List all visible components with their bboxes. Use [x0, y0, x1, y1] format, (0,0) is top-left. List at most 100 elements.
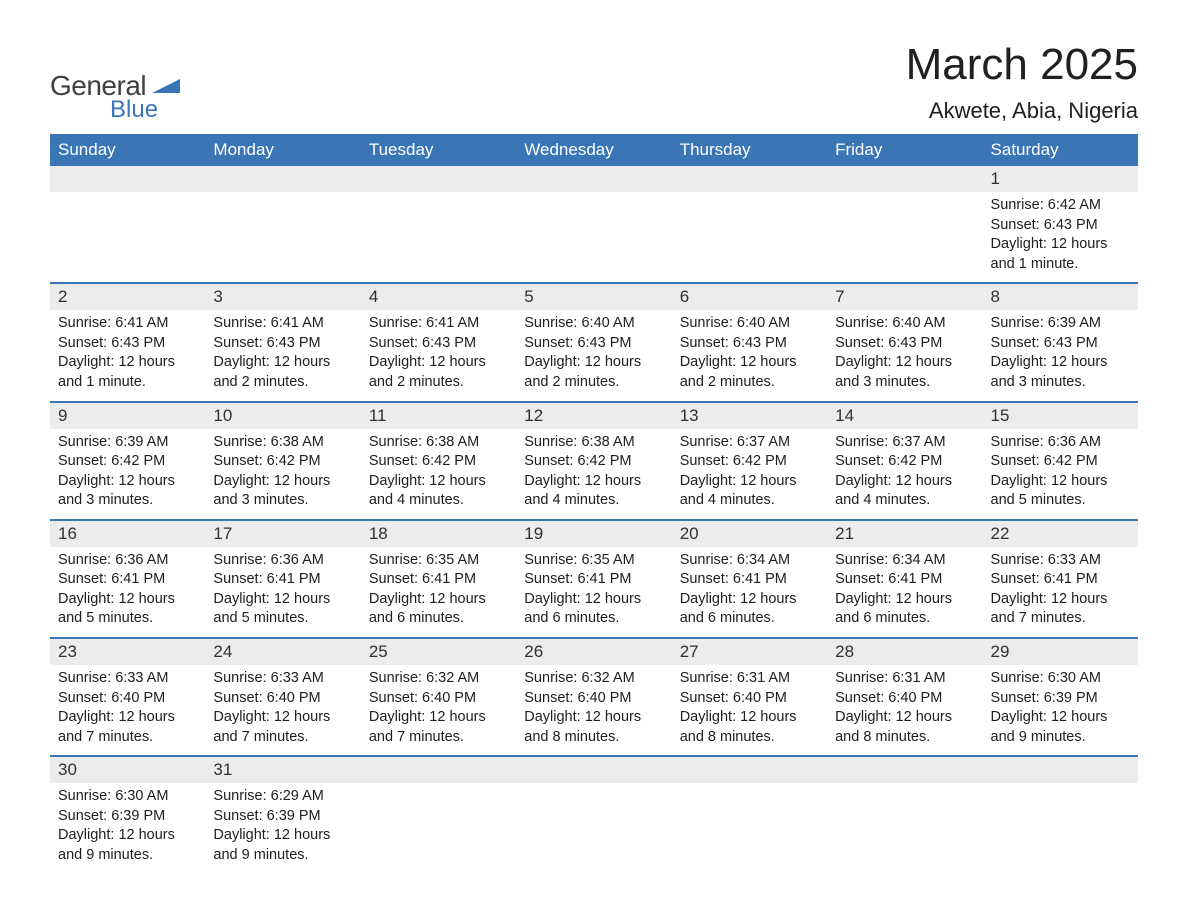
day-number: 31: [205, 757, 360, 783]
day-body: Sunrise: 6:38 AMSunset: 6:42 PMDaylight:…: [205, 429, 360, 519]
sunset-line: Sunset: 6:43 PM: [58, 334, 197, 354]
sunrise-line: Sunrise: 6:32 AM: [524, 669, 663, 689]
day-body: Sunrise: 6:38 AMSunset: 6:42 PMDaylight:…: [361, 429, 516, 519]
day-number: 16: [50, 521, 205, 547]
day-number: 19: [516, 521, 671, 547]
day-body: Sunrise: 6:37 AMSunset: 6:42 PMDaylight:…: [672, 429, 827, 519]
sunrise-line: Sunrise: 6:33 AM: [991, 551, 1130, 571]
day-number: 29: [983, 639, 1138, 665]
day-body: Sunrise: 6:36 AMSunset: 6:41 PMDaylight:…: [205, 547, 360, 637]
day-body: Sunrise: 6:39 AMSunset: 6:42 PMDaylight:…: [50, 429, 205, 519]
daylight-line: Daylight: 12 hours and 9 minutes.: [991, 708, 1130, 747]
calendar-cell: 24 Sunrise: 6:33 AMSunset: 6:40 PMDayligh…: [205, 638, 360, 756]
day-body: Sunrise: 6:42 AMSunset: 6:43 PMDaylight:…: [983, 192, 1138, 282]
day-body: Sunrise: 6:33 AMSunset: 6:41 PMDaylight:…: [983, 547, 1138, 637]
sunrise-line: Sunrise: 6:30 AM: [991, 669, 1130, 689]
calendar-cell: 5Sunrise: 6:40 AMSunset: 6:43 PMDaylight…: [516, 283, 671, 401]
sunrise-line: Sunrise: 6:30 AM: [58, 787, 197, 807]
calendar-cell: 27 Sunrise: 6:31 AMSunset: 6:40 PMDayligh…: [672, 638, 827, 756]
day-number: 12: [516, 403, 671, 429]
sunrise-line: Sunrise: 6:41 AM: [369, 314, 508, 334]
day-number: 26: [516, 639, 671, 665]
day-number: 18: [361, 521, 516, 547]
sunrise-line: Sunrise: 6:33 AM: [213, 669, 352, 689]
daylight-line: Daylight: 12 hours and 8 minutes.: [680, 708, 819, 747]
day-body: Sunrise: 6:30 AMSunset: 6:39 PMDaylight:…: [983, 665, 1138, 755]
daylight-line: Daylight: 12 hours and 9 minutes.: [58, 826, 197, 865]
day-number: [361, 757, 516, 783]
calendar-week-row: 2Sunrise: 6:41 AMSunset: 6:43 PMDaylight…: [50, 283, 1138, 401]
calendar-cell: 30 Sunrise: 6:30 AMSunset: 6:39 PMDayligh…: [50, 756, 205, 873]
day-body: Sunrise: 6:36 AMSunset: 6:42 PMDaylight:…: [983, 429, 1138, 519]
sunrise-line: Sunrise: 6:38 AM: [369, 433, 508, 453]
sunrise-line: Sunrise: 6:40 AM: [835, 314, 974, 334]
daylight-line: Daylight: 12 hours and 4 minutes.: [680, 472, 819, 511]
weekday-header: Wednesday: [516, 134, 671, 166]
day-number: [983, 757, 1138, 783]
day-body: Sunrise: 6:34 AMSunset: 6:41 PMDaylight:…: [672, 547, 827, 637]
calendar-cell: 29Sunrise: 6:30 AMSunset: 6:39 PMDayligh…: [983, 638, 1138, 756]
calendar-cell: [205, 166, 360, 283]
sunrise-line: Sunrise: 6:40 AM: [524, 314, 663, 334]
day-number: 1: [983, 166, 1138, 192]
daylight-line: Daylight: 12 hours and 7 minutes.: [213, 708, 352, 747]
sunset-line: Sunset: 6:39 PM: [58, 807, 197, 827]
daylight-line: Daylight: 12 hours and 7 minutes.: [991, 590, 1130, 629]
sunset-line: Sunset: 6:40 PM: [213, 689, 352, 709]
calendar-week-row: 23Sunrise: 6:33 AMSunset: 6:40 PMDayligh…: [50, 638, 1138, 756]
calendar-cell: 17Sunrise: 6:36 AMSunset: 6:41 PMDayligh…: [205, 520, 360, 638]
sunrise-line: Sunrise: 6:39 AM: [58, 433, 197, 453]
day-body: Sunrise: 6:41 AMSunset: 6:43 PMDaylight:…: [205, 310, 360, 400]
calendar-cell: [516, 166, 671, 283]
sunset-line: Sunset: 6:41 PM: [369, 570, 508, 590]
sunset-line: Sunset: 6:40 PM: [58, 689, 197, 709]
sunset-line: Sunset: 6:41 PM: [524, 570, 663, 590]
day-body: Sunrise: 6:34 AMSunset: 6:41 PMDaylight:…: [827, 547, 982, 637]
day-number: 24: [205, 639, 360, 665]
calendar-cell: 9Sunrise: 6:39 AMSunset: 6:42 PMDaylight…: [50, 402, 205, 520]
sunset-line: Sunset: 6:40 PM: [680, 689, 819, 709]
day-number: 2: [50, 284, 205, 310]
calendar-cell: 2Sunrise: 6:41 AMSunset: 6:43 PMDaylight…: [50, 283, 205, 401]
day-number: 27: [672, 639, 827, 665]
day-body: Sunrise: 6:40 AMSunset: 6:43 PMDaylight:…: [827, 310, 982, 400]
sunrise-line: Sunrise: 6:41 AM: [58, 314, 197, 334]
day-number: 11: [361, 403, 516, 429]
header: General Blue March 2025 Akwete, Abia, Ni…: [50, 40, 1138, 124]
sunrise-line: Sunrise: 6:34 AM: [680, 551, 819, 571]
day-number: 30: [50, 757, 205, 783]
calendar-table: Sunday Monday Tuesday Wednesday Thursday…: [50, 134, 1138, 874]
logo: General Blue: [50, 70, 180, 124]
calendar-cell: 3Sunrise: 6:41 AMSunset: 6:43 PMDaylight…: [205, 283, 360, 401]
calendar-cell: [50, 166, 205, 283]
day-number: 7: [827, 284, 982, 310]
calendar-cell: 19Sunrise: 6:35 AMSunset: 6:41 PMDayligh…: [516, 520, 671, 638]
calendar-cell: 15Sunrise: 6:36 AMSunset: 6:42 PMDayligh…: [983, 402, 1138, 520]
sunrise-line: Sunrise: 6:36 AM: [213, 551, 352, 571]
daylight-line: Daylight: 12 hours and 6 minutes.: [680, 590, 819, 629]
sunset-line: Sunset: 6:41 PM: [680, 570, 819, 590]
day-number: [205, 166, 360, 192]
day-number: [361, 166, 516, 192]
day-body: [361, 783, 516, 795]
sunrise-line: Sunrise: 6:41 AM: [213, 314, 352, 334]
sunset-line: Sunset: 6:40 PM: [524, 689, 663, 709]
sunrise-line: Sunrise: 6:31 AM: [680, 669, 819, 689]
day-number: 22: [983, 521, 1138, 547]
calendar-cell: 26Sunrise: 6:32 AMSunset: 6:40 PMDayligh…: [516, 638, 671, 756]
day-body: Sunrise: 6:35 AMSunset: 6:41 PMDaylight:…: [361, 547, 516, 637]
calendar-cell: [983, 756, 1138, 873]
calendar-cell: 10Sunrise: 6:38 AMSunset: 6:42 PMDayligh…: [205, 402, 360, 520]
weekday-header: Monday: [205, 134, 360, 166]
day-body: Sunrise: 6:37 AMSunset: 6:42 PMDaylight:…: [827, 429, 982, 519]
sunrise-line: Sunrise: 6:35 AM: [524, 551, 663, 571]
calendar-cell: 13Sunrise: 6:37 AMSunset: 6:42 PMDayligh…: [672, 402, 827, 520]
sunset-line: Sunset: 6:43 PM: [213, 334, 352, 354]
daylight-line: Daylight: 12 hours and 5 minutes.: [58, 590, 197, 629]
day-number: [672, 166, 827, 192]
day-body: Sunrise: 6:32 AMSunset: 6:40 PMDaylight:…: [516, 665, 671, 755]
day-number: 20: [672, 521, 827, 547]
calendar-cell: [361, 166, 516, 283]
sunset-line: Sunset: 6:41 PM: [991, 570, 1130, 590]
day-number: 4: [361, 284, 516, 310]
